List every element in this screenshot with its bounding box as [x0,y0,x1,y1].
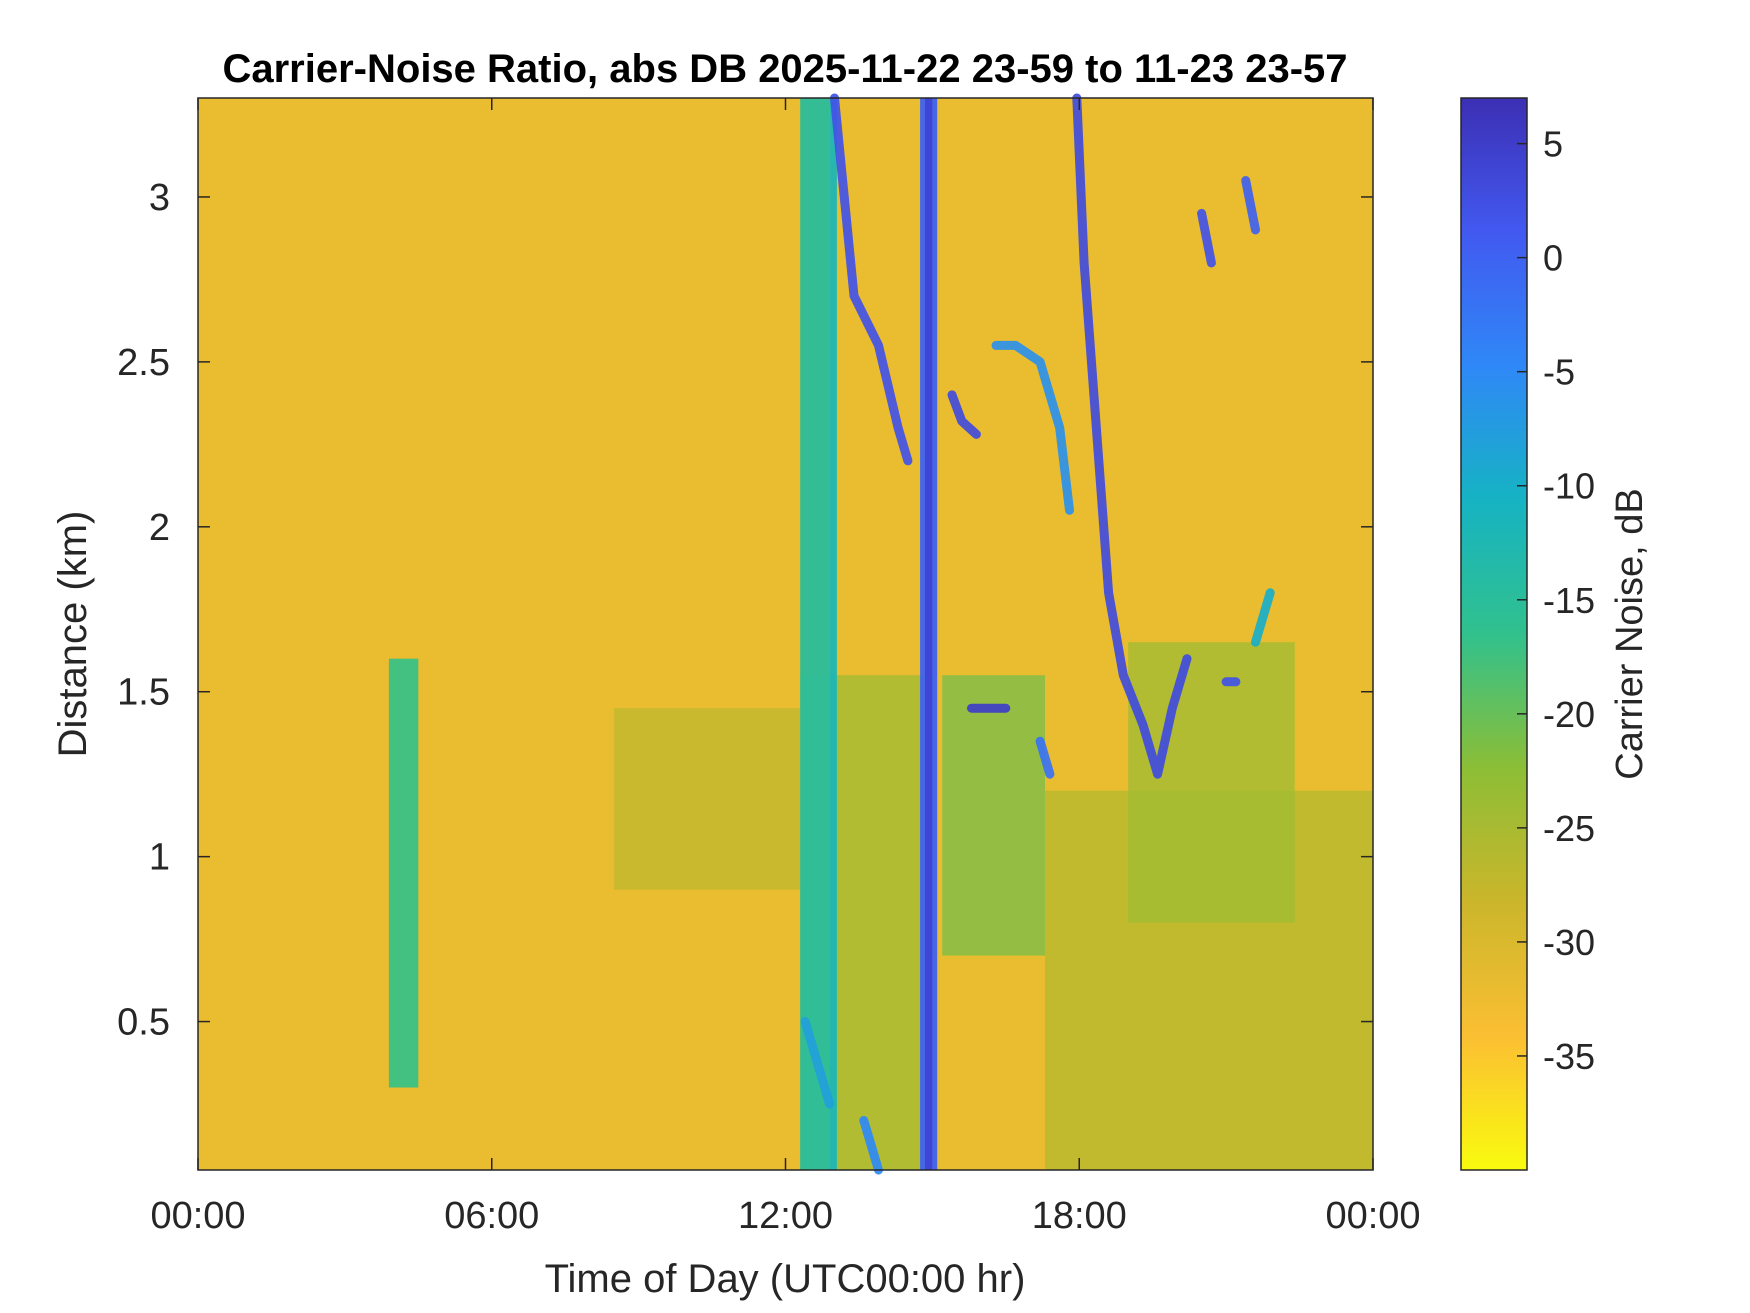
colorbar-tick-label: -25 [1543,808,1595,849]
colorbar-tick-label: -5 [1543,352,1575,393]
heatmap-column [829,98,837,1170]
x-tick-label: 06:00 [444,1195,539,1237]
heatmap-cells [388,93,1373,1175]
colorbar-tick-label: -35 [1543,1036,1595,1077]
heatmap-region [942,675,1045,956]
heatmap-streak [1072,93,1192,779]
heatmap-streak [1251,588,1275,647]
colorbar: 5 0 -5 -10 -15 -20 -25 -30 -35 [1460,97,1595,1171]
x-axis: 00:00 06:00 12:00 18:00 00:00 [150,98,1421,1237]
colorbar-tick-label: -20 [1543,694,1595,735]
y-axis: 0.5 1 1.5 2 2.5 3 [117,177,1373,1044]
colorbar-tick-label: 5 [1543,124,1563,165]
heatmap-streak [947,390,981,439]
x-tick-label: 00:00 [150,1195,245,1237]
y-tick-label: 2.5 [117,342,170,384]
heatmap-column [925,98,933,1170]
colorbar-tick-label: 0 [1543,238,1563,279]
x-axis-label: Time of Day (UTC00:00 hr) [545,1257,1026,1301]
colorbar-tick-label: -10 [1543,466,1595,507]
chart-title: Carrier-Noise Ratio, abs DB 2025-11-22 2… [222,47,1347,91]
colorbar-tick-label: -30 [1543,922,1595,963]
x-tick-label: 18:00 [1032,1195,1127,1237]
heatmap-streak [991,340,1074,515]
colorbar-label: Carrier Noise, dB [1609,488,1651,779]
heatmap-column [800,98,830,1170]
heatmap-plot-area [197,93,1374,1175]
y-tick-label: 1 [149,837,170,879]
heatmap-streak [1197,208,1216,268]
y-axis-label: Distance (km) [51,511,95,758]
colorbar-gradient [1460,97,1528,1171]
heatmap-band [388,658,419,1088]
y-tick-label: 1.5 [117,672,170,714]
heatmap-streak [830,93,913,466]
heatmap-streak [800,1017,835,1109]
y-tick-label: 0.5 [117,1002,170,1044]
heatmap-streak [859,1116,883,1175]
x-tick-label: 00:00 [1325,1195,1420,1237]
heatmap-streak [1035,736,1055,779]
heatmap-streak [1241,176,1260,235]
y-tick-label: 2 [149,507,170,549]
heatmap-region [1128,642,1295,923]
y-tick-label: 3 [149,177,170,219]
heatmap-region [614,708,801,890]
x-tick-label: 12:00 [738,1195,833,1237]
colorbar-ticks: 5 0 -5 -10 -15 -20 -25 -30 -35 [1517,124,1595,1077]
colorbar-tick-label: -15 [1543,580,1595,621]
